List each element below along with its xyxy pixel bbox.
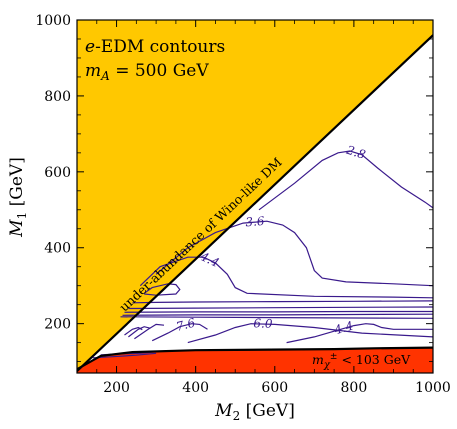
contour-line-0 — [258, 150, 433, 211]
contour-line-3 — [143, 283, 181, 296]
contour-line-14 — [124, 326, 143, 336]
annotation-mass: mA = 500 GeV — [85, 61, 209, 83]
x-tick-label: 600 — [261, 380, 288, 396]
x-axis-title: M2 [GeV] — [214, 401, 295, 423]
y-tick-label: 800 — [44, 89, 71, 105]
x-tick-label: 400 — [182, 380, 209, 396]
x-tick-label: 200 — [103, 380, 130, 396]
contour-label-0: 2.8 — [344, 142, 368, 162]
x-tick-label: 800 — [341, 380, 368, 396]
chargino-bound-label: mχ± < 103 GeV — [312, 352, 411, 371]
contour-line-8 — [120, 316, 433, 319]
contour-line-4 — [132, 300, 433, 304]
x-axis: 200 400 600 800 1000 — [96, 20, 451, 396]
contour-line-9 — [286, 323, 433, 344]
contours — [92, 150, 433, 359]
contour-line-6 — [124, 310, 433, 313]
contour-label-1: 3.6 — [245, 214, 266, 230]
y-tick-label: 600 — [44, 165, 71, 181]
contour-line-5 — [128, 306, 433, 310]
contour-label-11: 7.6 — [175, 315, 197, 333]
y-tick-label: 400 — [44, 241, 71, 257]
contour-line-12 — [134, 323, 165, 340]
contour-line-13 — [128, 326, 151, 338]
x-tick-label: 1000 — [415, 380, 451, 396]
boundaries — [77, 34, 433, 372]
contour-line-10 — [187, 323, 433, 344]
contour-line-2 — [139, 256, 433, 299]
contour-label-10: 6.0 — [253, 316, 273, 331]
annotation-title: e-EDM contours — [85, 37, 225, 57]
under-abundance-boundary — [77, 34, 433, 372]
contour-line-16 — [92, 352, 157, 359]
contour-line-1 — [155, 220, 433, 287]
y-axis: 200 400 600 800 1000 — [35, 13, 433, 363]
contour-line-7 — [122, 313, 433, 316]
y-tick-label: 200 — [44, 317, 71, 333]
contour-label-9: 4.4 — [332, 319, 355, 338]
y-axis-title: M1 [GeV] — [7, 157, 29, 238]
contour-line-11 — [151, 323, 208, 342]
chargino-boundary — [77, 346, 433, 371]
region-1 — [77, 347, 433, 373]
y-tick-label: 1000 — [35, 13, 71, 29]
